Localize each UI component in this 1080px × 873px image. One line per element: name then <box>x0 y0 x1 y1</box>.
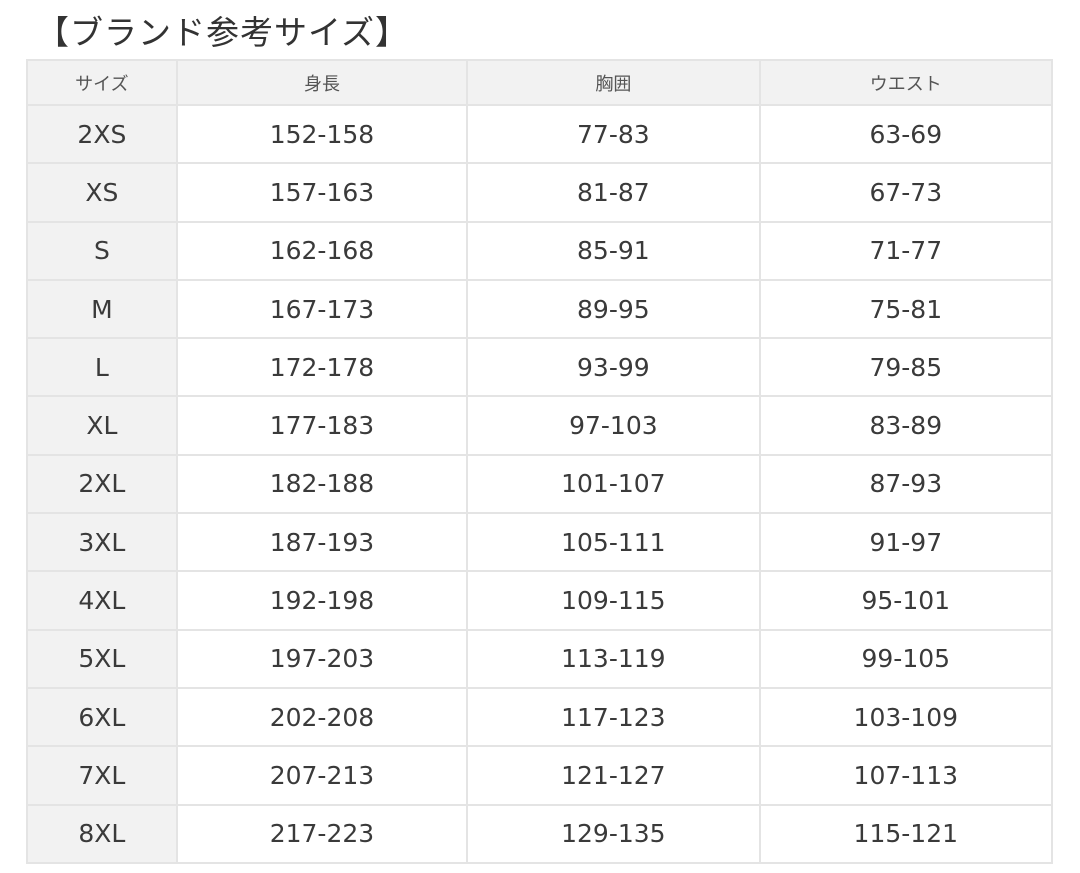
waist-cell: 99-105 <box>760 630 1051 687</box>
height-cell: 202-208 <box>177 688 467 746</box>
chest-cell: 89-95 <box>468 280 759 338</box>
size-cell: 2XL <box>28 455 176 513</box>
table-row: 6XL 202-208 117-123 103-109 <box>28 688 1051 746</box>
chest-cell: 81-87 <box>468 164 759 221</box>
waist-cell: 71-77 <box>760 222 1051 279</box>
waist-cell: 95-101 <box>760 572 1051 629</box>
page-title: 【ブランド参考サイズ】 <box>36 13 410 52</box>
waist-cell: 107-113 <box>760 747 1051 804</box>
height-cell: 217-223 <box>177 805 467 862</box>
table-row: 3XL 187-193 105-111 91-97 <box>28 514 1051 571</box>
chest-cell: 97-103 <box>468 397 759 454</box>
table-row: XS 157-163 81-87 67-73 <box>28 164 1051 221</box>
size-cell: XL <box>28 397 176 454</box>
waist-cell: 67-73 <box>760 164 1051 221</box>
chest-cell: 121-127 <box>468 747 759 804</box>
header-size: サイズ <box>28 61 176 104</box>
table-row: L 172-178 93-99 79-85 <box>28 339 1051 396</box>
table-row: 2XS 152-158 77-83 63-69 <box>28 106 1051 163</box>
height-cell: 162-168 <box>177 222 467 279</box>
chest-cell: 129-135 <box>468 805 759 862</box>
chest-cell: 105-111 <box>468 514 759 571</box>
size-cell: 4XL <box>28 572 176 629</box>
table-row: 2XL 182-188 101-107 87-93 <box>28 455 1051 513</box>
chest-cell: 77-83 <box>468 106 759 163</box>
height-cell: 197-203 <box>177 630 467 687</box>
height-cell: 177-183 <box>177 397 467 454</box>
size-chart-table: サイズ 身長 胸囲 ウエスト 2XS 152-158 77-83 63-69 XS 157… <box>26 59 1053 864</box>
waist-cell: 83-89 <box>760 397 1051 454</box>
size-cell: 5XL <box>28 630 176 687</box>
table-row: XL 177-183 97-103 83-89 <box>28 397 1051 454</box>
chest-cell: 109-115 <box>468 572 759 629</box>
waist-cell: 79-85 <box>760 339 1051 396</box>
table-row: 4XL 192-198 109-115 95-101 <box>28 572 1051 629</box>
height-cell: 172-178 <box>177 339 467 396</box>
size-cell: S <box>28 222 176 279</box>
height-cell: 152-158 <box>177 106 467 163</box>
header-row: サイズ 身長 胸囲 ウエスト <box>28 61 1051 104</box>
waist-cell: 87-93 <box>760 455 1051 513</box>
table-row: 7XL 207-213 121-127 107-113 <box>28 747 1051 804</box>
height-cell: 157-163 <box>177 164 467 221</box>
height-cell: 187-193 <box>177 514 467 571</box>
header-chest: 胸囲 <box>468 61 759 104</box>
size-cell: 6XL <box>28 688 176 746</box>
size-cell: 7XL <box>28 747 176 804</box>
chest-cell: 85-91 <box>468 222 759 279</box>
waist-cell: 103-109 <box>760 688 1051 746</box>
table-row: 8XL 217-223 129-135 115-121 <box>28 805 1051 862</box>
table-row: M 167-173 89-95 75-81 <box>28 280 1051 338</box>
size-cell: L <box>28 339 176 396</box>
table-row: 5XL 197-203 113-119 99-105 <box>28 630 1051 687</box>
size-cell: XS <box>28 164 176 221</box>
height-cell: 182-188 <box>177 455 467 513</box>
chest-cell: 101-107 <box>468 455 759 513</box>
waist-cell: 91-97 <box>760 514 1051 571</box>
header-height: 身長 <box>177 61 467 104</box>
height-cell: 192-198 <box>177 572 467 629</box>
size-cell: 2XS <box>28 106 176 163</box>
chest-cell: 93-99 <box>468 339 759 396</box>
size-cell: 8XL <box>28 805 176 862</box>
chest-cell: 117-123 <box>468 688 759 746</box>
waist-cell: 75-81 <box>760 280 1051 338</box>
waist-cell: 115-121 <box>760 805 1051 862</box>
height-cell: 167-173 <box>177 280 467 338</box>
header-waist: ウエスト <box>760 61 1051 104</box>
size-cell: 3XL <box>28 514 176 571</box>
size-cell: M <box>28 280 176 338</box>
height-cell: 207-213 <box>177 747 467 804</box>
chest-cell: 113-119 <box>468 630 759 687</box>
table-row: S 162-168 85-91 71-77 <box>28 222 1051 279</box>
waist-cell: 63-69 <box>760 106 1051 163</box>
